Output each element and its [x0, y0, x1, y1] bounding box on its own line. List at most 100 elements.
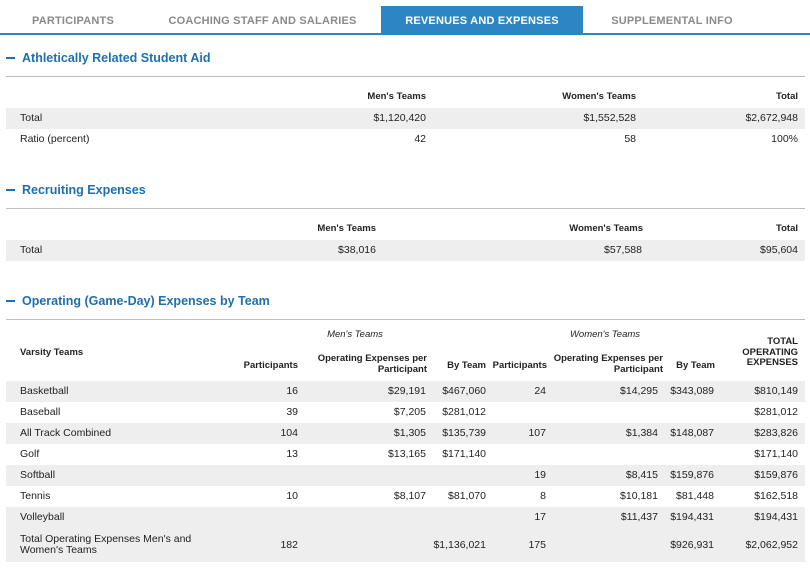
total-operating-expenses: $171,140	[754, 448, 798, 460]
col-header-women: Women's Teams	[569, 223, 643, 234]
women-by-team	[646, 402, 714, 423]
men-participants: 10	[286, 490, 298, 502]
collapse-icon[interactable]	[6, 188, 15, 191]
group-header-women: Women's Teams	[569, 329, 641, 340]
divider	[6, 208, 805, 209]
totals-row: Total Operating Expenses Men's and Women…	[6, 528, 805, 562]
section-title: Operating (Game-Day) Expenses by Team	[22, 294, 270, 308]
tab-bar: PARTICIPANTS COACHING STAFF AND SALARIES…	[0, 0, 810, 35]
women-participants: 8	[540, 490, 546, 502]
col-header-women-participants: Participants	[492, 360, 547, 371]
men-per-participant	[326, 507, 426, 528]
team-name: Softball	[20, 469, 56, 481]
women-by-team: $194,431	[670, 511, 714, 523]
total-value: 100%	[771, 133, 798, 145]
col-header-men: Men's Teams	[367, 91, 426, 102]
women-participants: 107	[528, 427, 546, 439]
men-per-participant: $8,107	[393, 490, 426, 502]
col-header-men-per-participant: Operating Expenses per Participant	[317, 353, 427, 375]
women-participants: 19	[534, 469, 546, 481]
men-participants: 104	[280, 427, 298, 439]
table-row: All Track Combined 104 $1,305 $135,739 107 $1…	[6, 423, 805, 444]
women-value: $57,588	[604, 244, 642, 256]
total-operating-expenses: $194,431	[754, 511, 798, 523]
men-per-participant: $13,165	[388, 448, 426, 460]
women-participants: 24	[534, 385, 546, 397]
section-header-operating[interactable]: Operating (Game-Day) Expenses by Team	[6, 294, 270, 308]
women-value: 58	[624, 133, 636, 145]
tab-coaching-staff-and-salaries[interactable]: COACHING STAFF AND SALARIES	[168, 15, 357, 27]
women-per-participant: $1,384	[625, 427, 658, 439]
row-label: Ratio (percent)	[20, 133, 90, 145]
divider	[6, 319, 805, 320]
women-per-participant	[556, 402, 658, 423]
tab-supplemental-info[interactable]: SUPPLEMENTAL INFO	[611, 15, 733, 27]
col-header-men-participants: Participants	[243, 360, 298, 371]
total-operating-expenses: $810,149	[754, 385, 798, 397]
grand-total: $2,062,952	[745, 539, 798, 551]
tab-participants[interactable]: PARTICIPANTS	[31, 15, 115, 27]
col-header-women-per-participant: Operating Expenses per Participant	[553, 353, 663, 375]
table-row: Tennis 10 $8,107 $81,070 8 $10,181 $81,448 $162…	[6, 486, 805, 507]
col-header-total-operating-expenses: TOTAL OPERATING EXPENSES	[742, 336, 798, 368]
total-value: $95,604	[760, 244, 798, 256]
team-name: All Track Combined	[20, 427, 112, 439]
women-per-participant	[556, 444, 658, 465]
men-participants-total: 182	[280, 539, 298, 551]
men-participants: 16	[286, 385, 298, 397]
section-header-student-aid[interactable]: Athletically Related Student Aid	[6, 51, 210, 65]
women-by-team: $81,448	[676, 490, 714, 502]
total-operating-expenses: $283,826	[754, 427, 798, 439]
team-name: Volleyball	[20, 511, 65, 523]
table-row: Total $1,120,420 $1,552,528 $2,672,948	[6, 108, 805, 129]
men-participants: 13	[286, 448, 298, 460]
collapse-icon[interactable]	[6, 56, 15, 59]
table-row: Ratio (percent) 42 58 100%	[6, 129, 805, 150]
women-by-team: $148,087	[670, 427, 714, 439]
table-row: Basketball 16 $29,191 $467,060 24 $14,295 $343…	[6, 381, 805, 402]
col-header-men: Men's Teams	[317, 223, 376, 234]
men-by-team-total: $1,136,021	[433, 539, 486, 551]
women-per-participant: $14,295	[620, 385, 658, 397]
row-label: Total	[20, 244, 43, 256]
row-label: Total	[20, 112, 43, 124]
men-by-team: $135,739	[442, 427, 486, 439]
women-per-participant: $10,181	[620, 490, 658, 502]
women-participants-total: 175	[528, 539, 546, 551]
team-name: Baseball	[20, 406, 61, 418]
section-header-recruiting[interactable]: Recruiting Expenses	[6, 183, 146, 197]
men-per-participant: $29,191	[388, 385, 426, 397]
totals-label: Total Operating Expenses Men's and Women…	[20, 533, 192, 556]
table-row: Golf 13 $13,165 $171,140 $171,140	[6, 444, 805, 465]
women-per-participant: $8,415	[625, 469, 658, 481]
men-value: $1,120,420	[373, 112, 426, 124]
collapse-icon[interactable]	[6, 299, 15, 302]
men-by-team: $81,070	[448, 490, 486, 502]
men-per-participant: $1,305	[393, 427, 426, 439]
men-per-participant: $7,205	[393, 406, 426, 418]
women-by-team	[646, 444, 714, 465]
col-header-total: Total	[776, 223, 798, 234]
total-operating-expenses: $281,012	[754, 406, 798, 418]
women-participants: 17	[534, 511, 546, 523]
table-row: Volleyball 17 $11,437 $194,431 $194,431	[6, 507, 805, 528]
men-by-team: $281,012	[442, 406, 486, 418]
section-title: Athletically Related Student Aid	[22, 51, 211, 65]
table-row: Baseball 39 $7,205 $281,012 $281,012	[6, 402, 805, 423]
team-name: Tennis	[20, 490, 51, 502]
col-header-total: Total	[776, 91, 798, 102]
men-participants	[228, 465, 298, 486]
col-header-women-by-team: By Team	[676, 360, 715, 371]
women-value: $1,552,528	[583, 112, 636, 124]
team-name: Basketball	[20, 385, 69, 397]
men-participants: 39	[286, 406, 298, 418]
tab-revenues-and-expenses[interactable]: REVENUES AND EXPENSES	[381, 6, 583, 35]
col-header-men-by-team: By Team	[447, 360, 486, 371]
col-header-women: Women's Teams	[562, 91, 636, 102]
women-by-team-total: $926,931	[670, 539, 714, 551]
total-operating-expenses: $162,518	[754, 490, 798, 502]
table-row: Total $38,016 $57,588 $95,604	[6, 240, 805, 261]
men-per-participant	[326, 465, 426, 486]
women-participants	[476, 444, 546, 465]
women-by-team: $343,089	[670, 385, 714, 397]
